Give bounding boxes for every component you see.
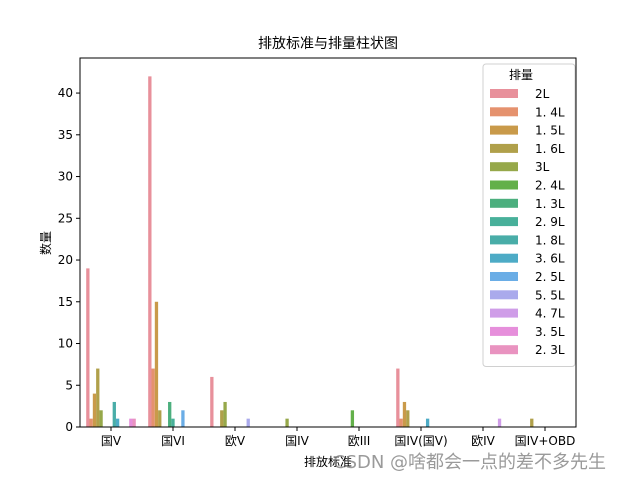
- bar: [86, 268, 90, 427]
- bar: [285, 418, 289, 427]
- plot-frame: [79, 57, 577, 428]
- bar: [530, 418, 534, 427]
- legend-label: 1. 6L: [535, 142, 565, 156]
- x-tick-label: 国V: [101, 434, 122, 448]
- bar: [148, 76, 152, 427]
- bar: [396, 368, 400, 427]
- bar: [399, 418, 403, 427]
- bar: [223, 401, 227, 427]
- legend-label: 1. 4L: [535, 105, 565, 119]
- legend-label: 3. 5L: [535, 325, 565, 339]
- legend-swatch: [490, 89, 518, 98]
- y-tick-label: 0: [65, 420, 73, 434]
- x-tick-label: 欧IV: [471, 434, 496, 448]
- bar: [115, 418, 120, 427]
- y-tick-label: 40: [58, 86, 73, 100]
- bar: [425, 418, 430, 427]
- bar: [92, 393, 97, 427]
- bar: [350, 410, 355, 427]
- legend-label: 2. 3L: [535, 343, 565, 357]
- bars-group: [86, 76, 534, 427]
- y-tick-label: 10: [58, 337, 73, 351]
- legend-label: 1. 8L: [535, 233, 565, 247]
- legend-title: 排量: [509, 68, 533, 82]
- bar: [112, 401, 116, 427]
- bar: [406, 410, 410, 427]
- legend-swatch: [490, 217, 518, 227]
- legend-label: 4. 7L: [535, 307, 565, 321]
- bar: [220, 410, 224, 427]
- legend-swatch: [490, 326, 518, 336]
- legend-label: 2. 4L: [535, 179, 565, 193]
- bar: [246, 418, 250, 427]
- bar: [99, 410, 103, 427]
- legend-swatch: [490, 235, 518, 245]
- legend-label: 2. 9L: [535, 215, 565, 229]
- legend-label: 5. 5L: [535, 288, 565, 302]
- y-tick-label: 15: [58, 295, 73, 309]
- bar: [158, 410, 162, 427]
- legend-label: 2L: [535, 87, 550, 101]
- y-tick-label: 20: [58, 253, 73, 267]
- x-axis: 国V 国VI 欧V 国IV 欧III 国IV(国V) 欧IV 国IV+OBD: [101, 427, 575, 448]
- y-axis: 0 5 10 15 20 25 30 35 40: [58, 86, 80, 434]
- y-axis-label: 数量: [38, 231, 53, 255]
- bar: [132, 418, 136, 427]
- x-tick-label: 欧V: [225, 434, 246, 448]
- legend-swatch: [490, 198, 518, 208]
- chart-title: 排放标准与排量柱状图: [258, 36, 398, 52]
- bar: [402, 401, 407, 427]
- bar: [168, 401, 172, 427]
- x-tick-label: 国IV: [285, 434, 310, 448]
- y-tick-label: 35: [58, 128, 73, 142]
- legend-label: 2. 5L: [535, 270, 565, 284]
- bar: [89, 418, 93, 427]
- legend-swatch: [490, 290, 518, 300]
- x-tick-label: 国VI: [161, 434, 185, 448]
- bar: [171, 418, 175, 427]
- bar: [129, 418, 133, 427]
- bar: [181, 410, 185, 427]
- legend-swatch: [490, 345, 518, 355]
- legend-swatch: [490, 253, 518, 263]
- legend-swatch: [490, 272, 518, 281]
- x-tick-label: 国IV(国V): [394, 434, 447, 448]
- bar: [96, 368, 100, 427]
- legend-swatch: [490, 125, 518, 135]
- y-tick-label: 5: [65, 378, 73, 392]
- bar: [497, 418, 502, 427]
- x-tick-label: 欧III: [348, 434, 371, 448]
- legend-label: 1. 5L: [535, 124, 565, 138]
- bar: [154, 301, 159, 427]
- legend-label: 1. 3L: [535, 197, 565, 211]
- legend-swatch: [490, 162, 518, 172]
- legend-label: 3. 6L: [535, 252, 565, 266]
- legend-swatch: [490, 143, 518, 153]
- watermark: CSDN @啥都会一点的差不多先生: [333, 452, 607, 473]
- legend-swatch: [490, 180, 518, 190]
- legend-swatch: [490, 107, 518, 117]
- bar: [151, 368, 155, 427]
- x-tick-label: 国IV+OBD: [515, 434, 576, 448]
- y-tick-label: 25: [58, 211, 73, 225]
- legend-label: 3L: [535, 160, 550, 174]
- x-axis-label: 排放标准: [304, 454, 352, 469]
- y-tick-label: 30: [58, 170, 73, 184]
- bar: [210, 376, 214, 427]
- legend-swatch: [490, 308, 518, 318]
